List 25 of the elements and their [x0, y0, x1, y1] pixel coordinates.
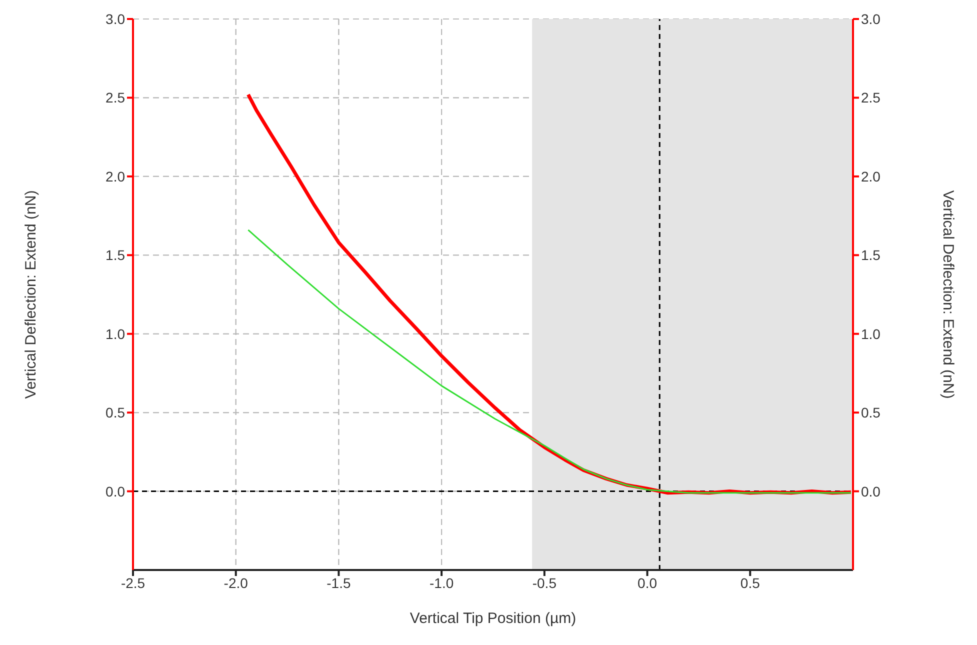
x-axis-title: Vertical Tip Position (µm)	[410, 610, 576, 627]
x-tick-label: -0.5	[532, 574, 557, 591]
y2-tick-label: 0.5	[861, 404, 881, 421]
y2-tick-label: 0.0	[861, 483, 881, 500]
y-tick-label: 2.5	[106, 90, 126, 106]
y-tick-label: 2.0	[106, 168, 126, 184]
y-tick-label: 0.5	[106, 404, 126, 421]
x-tick-label: -2.5	[120, 574, 146, 591]
y2-tick-label: 1.0	[861, 326, 881, 342]
line-series	[247, 229, 852, 494]
x-tick-label: -1.5	[326, 574, 351, 591]
x-tick-label: -1.0	[430, 574, 454, 591]
y-tick-label: 1.0	[106, 326, 126, 342]
y2-tick-label: 1.5	[861, 247, 881, 264]
y-axis-title: Vertical Deflection: Extend (nN)	[22, 190, 40, 399]
y-tick-label: 1.5	[106, 247, 126, 264]
x-tick-label: 0.5	[740, 574, 760, 591]
x-tick-label: -2.0	[224, 574, 248, 591]
y2-tick-label: 2.5	[861, 90, 881, 106]
y2-axis-title: Vertical Deflection: Extend (nN)	[940, 190, 957, 399]
y2-tick-label: 3.0	[861, 10, 881, 27]
x-tick-label: 0.0	[638, 574, 658, 591]
y-tick-label: 3.0	[106, 10, 126, 27]
y2-tick-label: 2.0	[861, 168, 881, 184]
y-tick-label: 0.0	[106, 483, 126, 500]
